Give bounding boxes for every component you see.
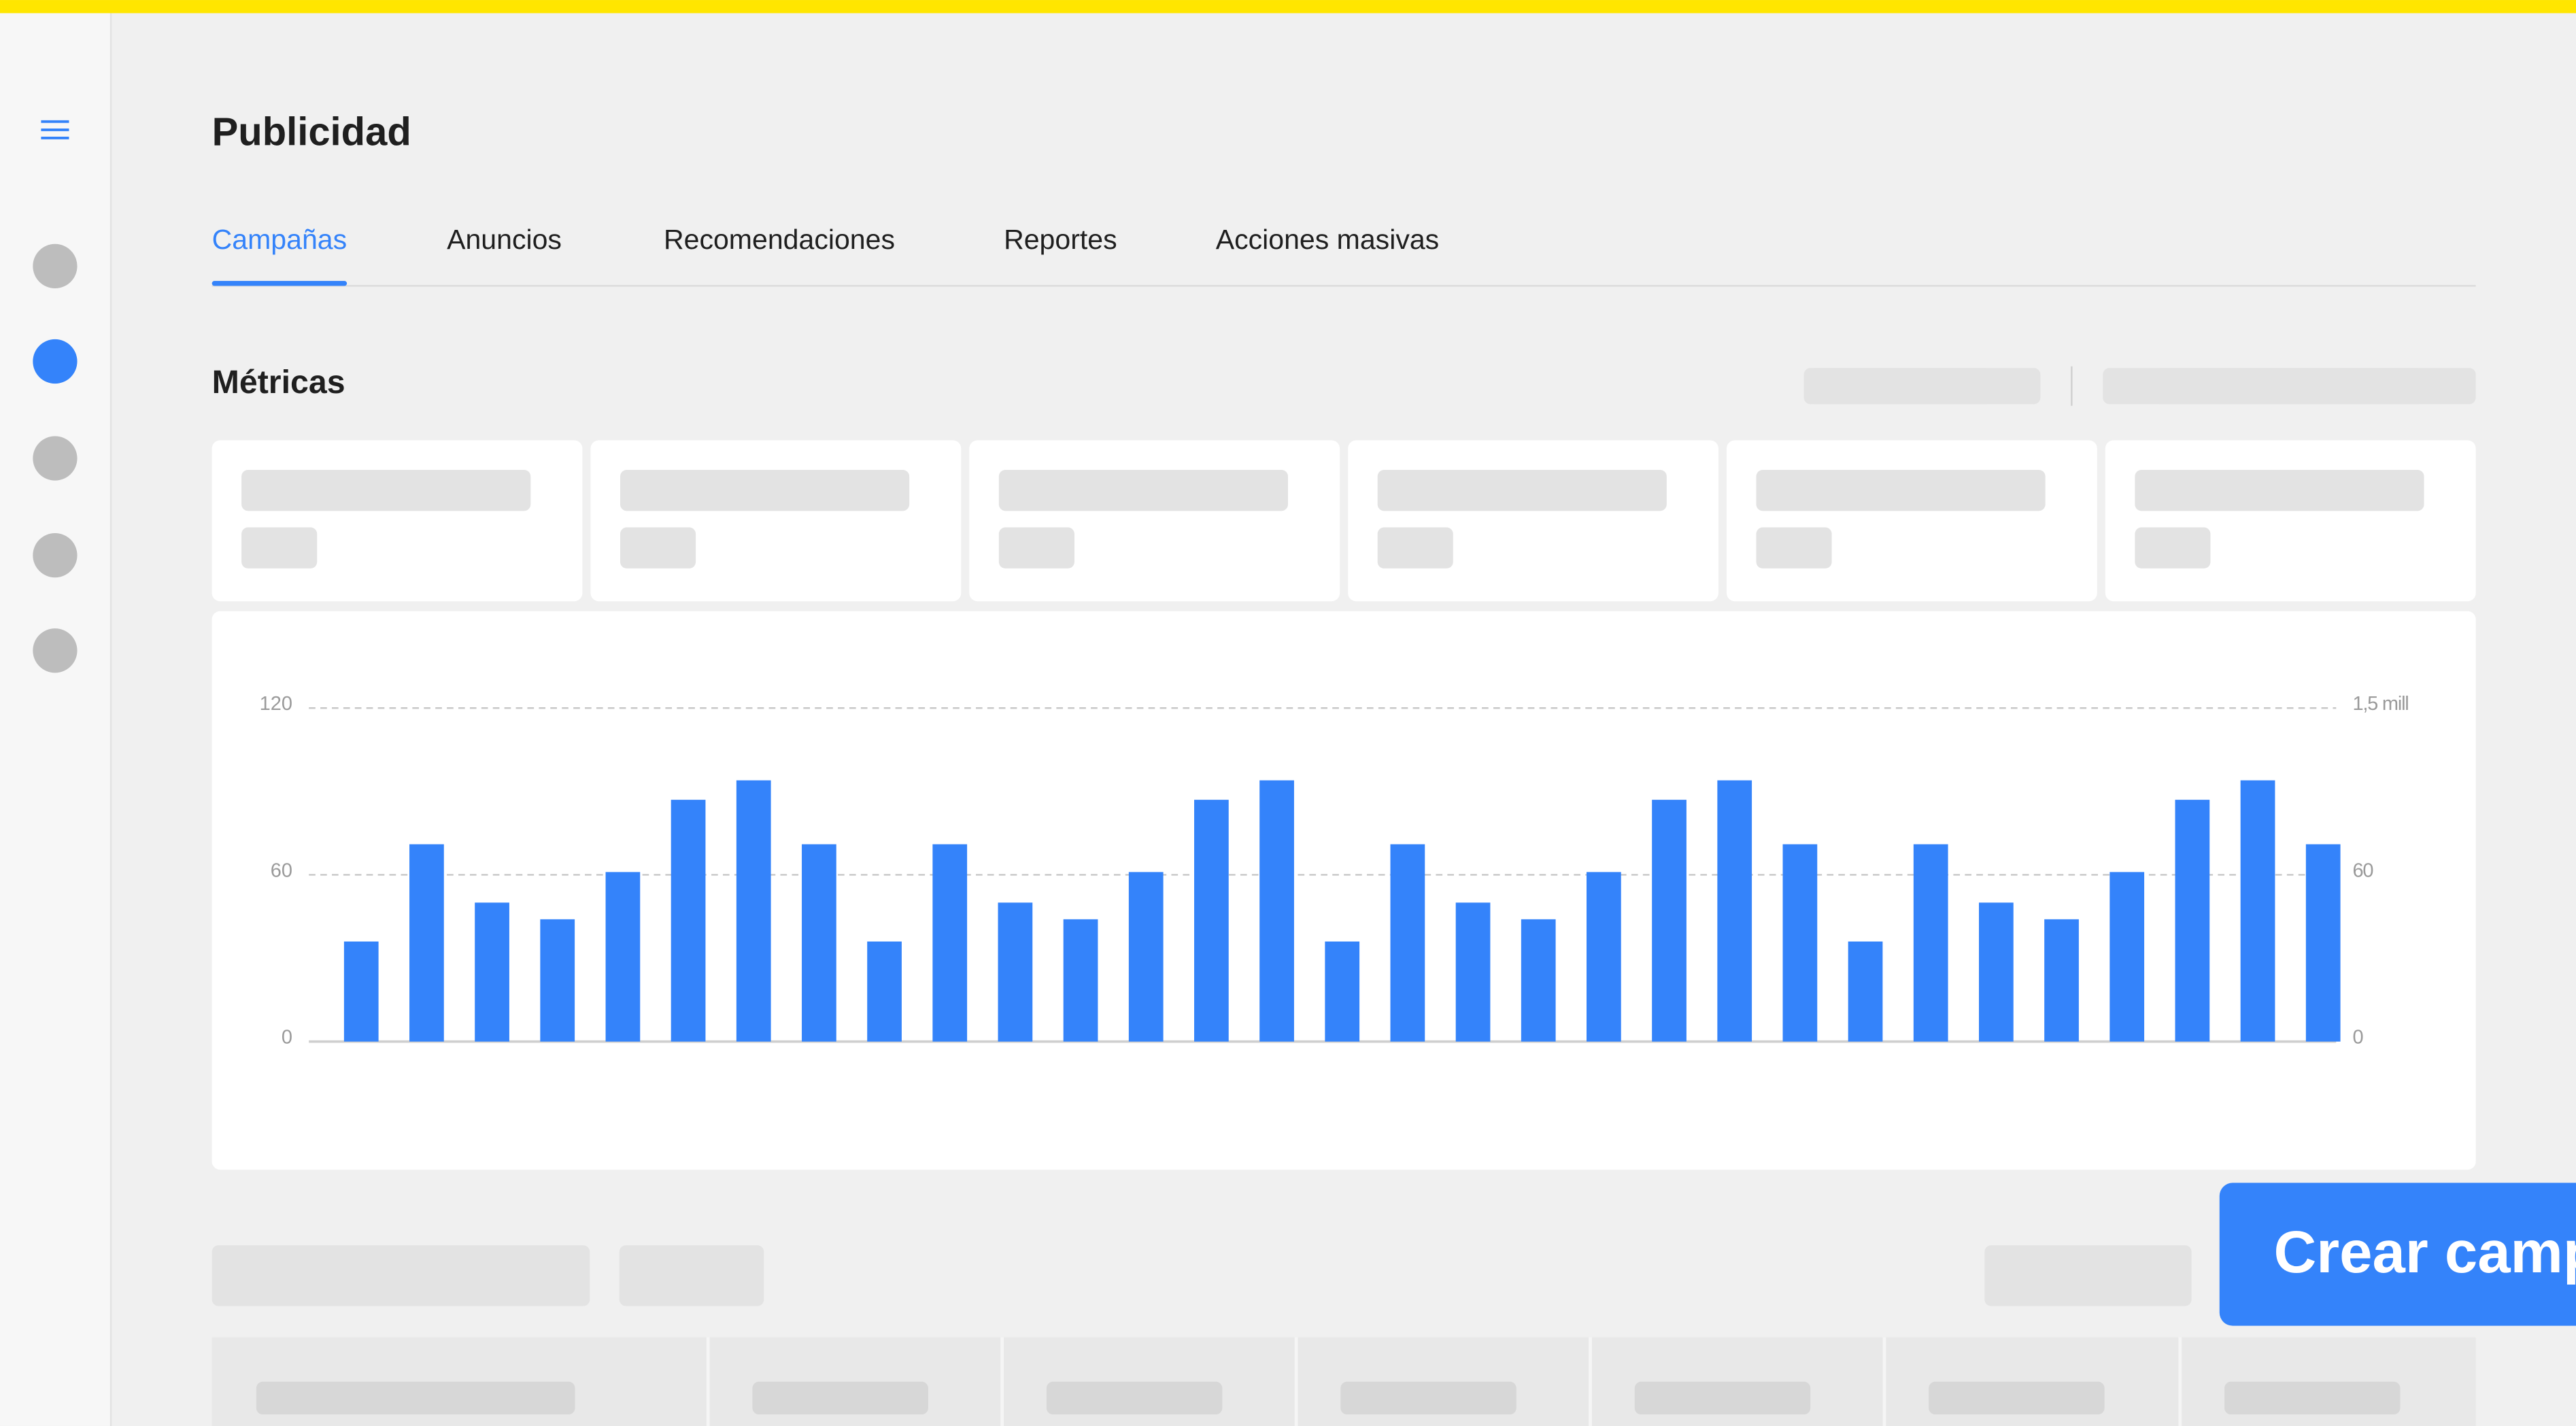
skeleton: [2103, 368, 2476, 405]
skeletons: [1803, 368, 2476, 405]
bar: [932, 844, 968, 1042]
metric-card: [590, 440, 962, 602]
tab[interactable]: Acciones masivas: [1216, 224, 1440, 255]
y-tick-label: 0: [282, 1026, 292, 1048]
bar: [1979, 902, 2014, 1042]
section-title: Métricas: [212, 364, 345, 401]
tab-indicator: [211, 281, 348, 286]
page-title: Publicidad: [212, 110, 411, 154]
y2-tick-label: 1,5 mill: [2352, 693, 2408, 715]
skeleton: [1756, 527, 1832, 568]
skeleton: [1377, 527, 1453, 568]
metric-card: [1348, 440, 1718, 602]
skeleton: [1046, 1381, 1223, 1415]
bar: [1259, 780, 1294, 1042]
skeleton: [619, 1245, 764, 1306]
skeleton: [2135, 469, 2424, 511]
nav-icon[interactable]: [33, 532, 78, 578]
skeleton: [752, 1381, 928, 1415]
nav-icon[interactable]: [33, 628, 78, 673]
top-bar: [0, 0, 2576, 14]
bar: [1717, 780, 1752, 1042]
nav-icon[interactable]: [33, 243, 78, 289]
bar: [802, 844, 836, 1042]
skeleton: [256, 1381, 575, 1415]
bar: [1848, 941, 1883, 1042]
bar: [1782, 844, 1818, 1042]
button-bg[interactable]: [2219, 1183, 2576, 1326]
y2-tick-label: 0: [2352, 1026, 2362, 1048]
skeleton: [1634, 1381, 1811, 1415]
y-tick-label: 120: [260, 693, 292, 715]
skeleton: [211, 1245, 590, 1306]
tab[interactable]: Campañas: [212, 224, 348, 255]
tab[interactable]: Reportes: [1004, 224, 1117, 255]
nav-icon-active[interactable]: [33, 339, 78, 384]
bar: [998, 902, 1033, 1042]
skeleton: [1756, 469, 2046, 511]
nav-icon[interactable]: [33, 436, 78, 481]
bar: [867, 941, 902, 1042]
bar: [1325, 941, 1360, 1042]
bar: [2044, 919, 2079, 1042]
skeleton: [2224, 1381, 2401, 1415]
bar: [409, 844, 444, 1042]
bar: [343, 941, 379, 1042]
bar: [1913, 844, 1948, 1042]
y2-tick-label: 60: [2352, 860, 2373, 881]
y-tick-label: 60: [271, 860, 292, 881]
bar: [1063, 919, 1098, 1042]
bar: [2109, 872, 2145, 1042]
sidebar-icons: [33, 243, 78, 673]
skeleton: [1984, 1245, 2192, 1306]
tab[interactable]: Anuncios: [447, 224, 562, 255]
bar: [605, 872, 641, 1042]
bar: [1587, 872, 1621, 1042]
metric-card: [211, 440, 583, 602]
bar: [1390, 844, 1425, 1042]
skeleton: [620, 469, 910, 511]
tabs: Campañas Anuncios Recomendaciones Reportes A…: [211, 224, 1440, 286]
sidebar: [0, 0, 110, 1426]
skeleton: [1803, 368, 2041, 405]
bar: [1652, 800, 1687, 1042]
skeleton: [1929, 1381, 2105, 1415]
bar: [1194, 800, 1229, 1042]
bar: [1521, 919, 1556, 1042]
metric-cards: [211, 440, 2476, 602]
metric-card: [969, 440, 1340, 602]
bar: [540, 919, 575, 1042]
bar: [671, 800, 706, 1042]
table-toolbar: [211, 1245, 2192, 1306]
metric-card: [1727, 440, 2097, 602]
skeleton: [620, 527, 696, 568]
create-button[interactable]: Crear campaña: [2219, 1183, 2576, 1326]
bar: [475, 902, 509, 1042]
chart-card: [211, 611, 2476, 1170]
button-label[interactable]: Crear campaña: [2273, 1219, 2576, 1285]
bar: [2305, 844, 2341, 1042]
table-cells: [256, 1337, 2401, 1426]
skeleton: [1340, 1381, 1516, 1415]
skeleton: [241, 469, 531, 511]
skeleton: [2135, 527, 2211, 568]
skeleton: [1377, 469, 1667, 511]
metric-card: [2105, 440, 2476, 602]
bar: [2240, 780, 2275, 1042]
bar: [2175, 800, 2210, 1042]
skeleton: [241, 527, 318, 568]
bar: [736, 780, 771, 1042]
tab[interactable]: Recomendaciones: [664, 224, 895, 255]
chart: 0 60 120 0 60 1,5 mill: [260, 693, 2409, 1048]
bar: [1128, 872, 1164, 1042]
skeleton: [998, 527, 1074, 568]
bar: [1455, 902, 1491, 1042]
skeleton: [998, 469, 1288, 511]
menu-icon[interactable]: [41, 120, 69, 139]
